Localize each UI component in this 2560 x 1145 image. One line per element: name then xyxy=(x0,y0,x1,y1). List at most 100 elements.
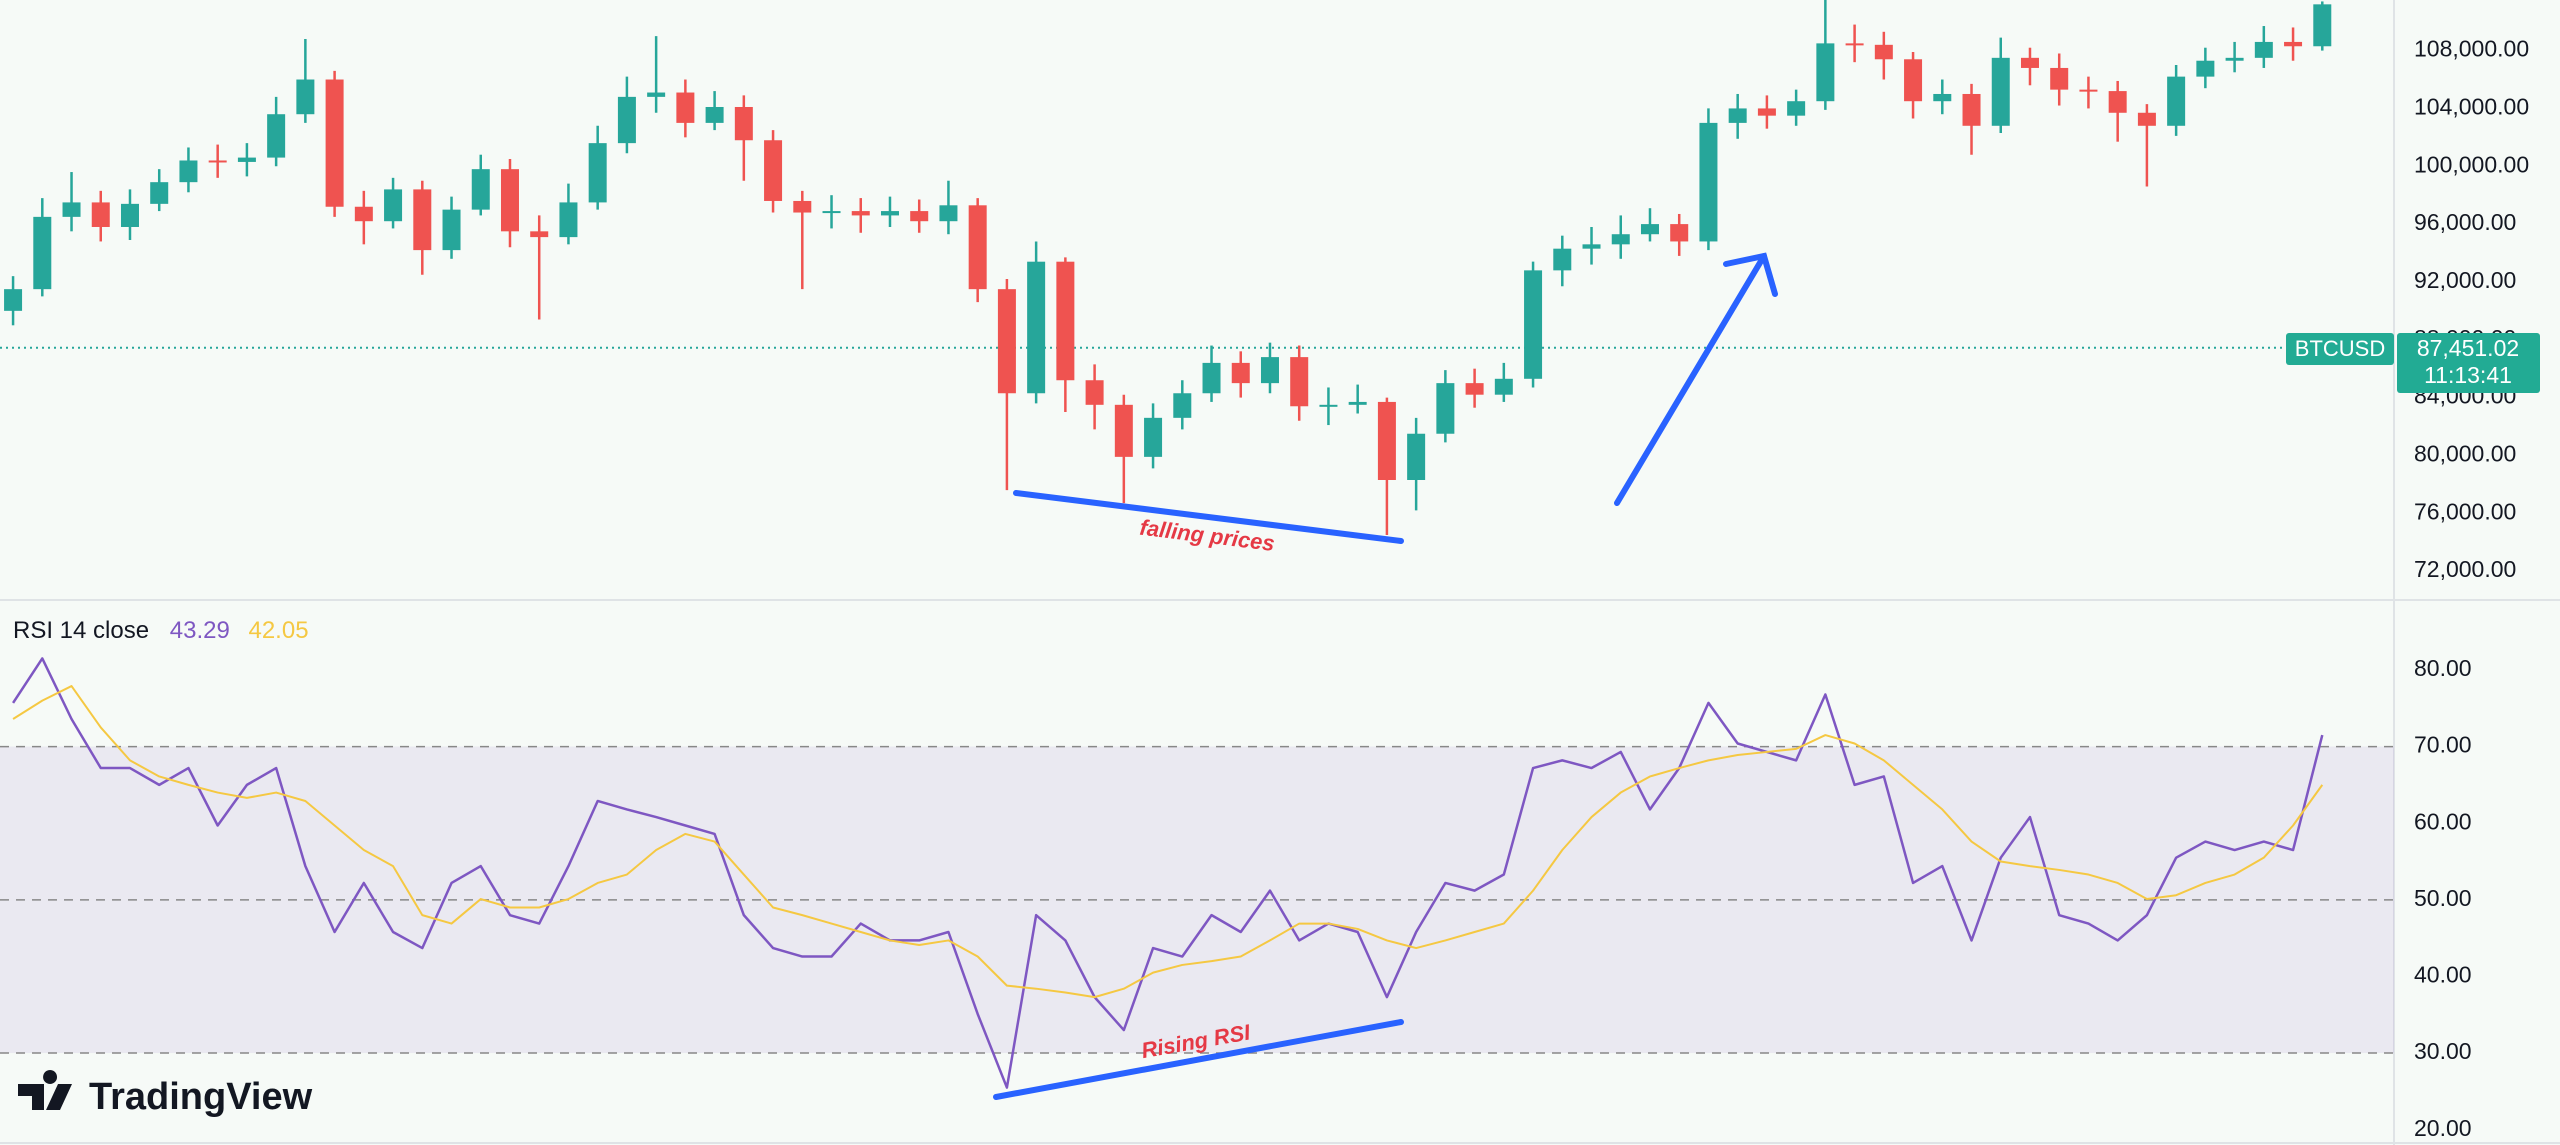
candle-body xyxy=(179,160,198,183)
candle-body xyxy=(851,211,870,216)
candle-body xyxy=(1933,93,1952,102)
candle-body xyxy=(1582,244,1601,249)
candle-body xyxy=(296,79,315,115)
candle-body xyxy=(997,289,1016,394)
candle-body xyxy=(1611,234,1630,245)
falling-line xyxy=(1013,490,1404,544)
candle-body xyxy=(1728,108,1747,123)
candle-body xyxy=(2108,91,2127,113)
candle-body xyxy=(1787,101,1806,116)
candle-body xyxy=(150,182,169,204)
candle-body xyxy=(1757,108,1776,116)
candle-body xyxy=(2050,67,2069,90)
candle-body xyxy=(1640,224,1659,235)
candle-body xyxy=(237,157,256,162)
y-tick-label: 50.00 xyxy=(2414,885,2472,911)
y-tick-label: 96,000.00 xyxy=(2414,209,2516,235)
candle-body xyxy=(2196,60,2215,77)
candle-body xyxy=(2167,76,2186,126)
candle-body xyxy=(647,92,666,97)
y-tick-label: 76,000.00 xyxy=(2414,498,2516,524)
y-tick-label: 40.00 xyxy=(2414,962,2472,988)
candle-body xyxy=(91,202,110,227)
candle-body xyxy=(1407,433,1426,480)
candle-body xyxy=(2254,41,2273,58)
trend-arrow xyxy=(1614,252,1778,506)
y-tick-label: 92,000.00 xyxy=(2414,267,2516,293)
candle-body xyxy=(1085,380,1104,405)
candle-body xyxy=(1114,404,1133,457)
candle-body xyxy=(384,189,403,222)
countdown-label: 11:13:41 xyxy=(2424,362,2512,388)
candle-body xyxy=(1290,357,1309,407)
candle-body xyxy=(910,211,929,222)
candle-body xyxy=(1202,362,1221,394)
candle-body xyxy=(939,205,958,222)
candle-body xyxy=(705,106,724,123)
candle-body xyxy=(793,200,812,213)
rsi-legend: RSI 14 close 43.29 42.05 xyxy=(13,617,309,644)
candle-body xyxy=(676,92,695,123)
candle-body xyxy=(1991,57,2010,126)
candle-body xyxy=(1377,401,1396,480)
candle-body xyxy=(1260,357,1279,384)
y-tick-label: 80.00 xyxy=(2414,655,2472,681)
price-axis: 72,000.0076,000.0080,000.0084,000.0088,0… xyxy=(2286,36,2540,1141)
candle-body xyxy=(442,209,461,251)
candle-body xyxy=(530,231,549,238)
candle-body xyxy=(4,289,23,311)
candle-body xyxy=(120,203,139,227)
candle-body xyxy=(2313,4,2332,47)
y-tick-label: 70.00 xyxy=(2414,732,2472,758)
candle-body xyxy=(1319,404,1338,407)
candle-body xyxy=(588,143,607,203)
y-tick-label: 20.00 xyxy=(2414,1115,2472,1141)
plot xyxy=(0,0,2394,1089)
candle-body xyxy=(1904,59,1923,102)
price-label: 87,451.02 xyxy=(2417,335,2519,361)
candle-body xyxy=(267,114,286,158)
rsi-line xyxy=(12,657,2324,1089)
candle-body xyxy=(413,189,432,251)
candle-body xyxy=(559,202,578,238)
candle-body xyxy=(208,160,227,163)
rsi-band xyxy=(0,746,2394,1054)
candle-body xyxy=(33,216,52,290)
candle-body xyxy=(62,202,81,217)
candle-body xyxy=(1874,44,1893,60)
candle-body xyxy=(1816,43,1835,102)
price-tag xyxy=(2397,333,2540,393)
candle-body xyxy=(1231,362,1250,384)
candle-body xyxy=(1699,122,1718,242)
candle-body xyxy=(1670,224,1689,242)
y-tick-label: 104,000.00 xyxy=(2414,94,2529,120)
rsi-legend-value: 43.29 xyxy=(170,617,230,644)
logo: TradingView xyxy=(18,1070,313,1118)
rsi-legend-value: 42.05 xyxy=(248,617,308,644)
candle-body xyxy=(1962,93,1981,126)
rsi-legend-title: RSI 14 close xyxy=(13,617,149,644)
candle-body xyxy=(2225,57,2244,61)
candle-body xyxy=(2079,89,2098,92)
candle-body xyxy=(1494,378,1513,395)
candle-body xyxy=(471,169,490,210)
y-tick-label: 60.00 xyxy=(2414,808,2472,834)
y-tick-label: 100,000.00 xyxy=(2414,151,2529,177)
rsi-line xyxy=(12,685,2324,999)
candle-body xyxy=(617,96,636,144)
candle-body xyxy=(1144,417,1163,457)
candle-body xyxy=(1173,393,1192,418)
candle-body xyxy=(2020,57,2039,68)
rising-line xyxy=(993,1019,1404,1100)
candle-body xyxy=(354,206,373,222)
candle-body xyxy=(1524,270,1543,379)
candle-body xyxy=(1027,261,1046,394)
candle-body xyxy=(734,106,753,141)
candle-body xyxy=(2284,41,2303,47)
candle-body xyxy=(1465,383,1484,395)
rsi-background xyxy=(0,745,2394,1054)
candle-body xyxy=(822,211,841,214)
candle-body xyxy=(325,79,344,207)
